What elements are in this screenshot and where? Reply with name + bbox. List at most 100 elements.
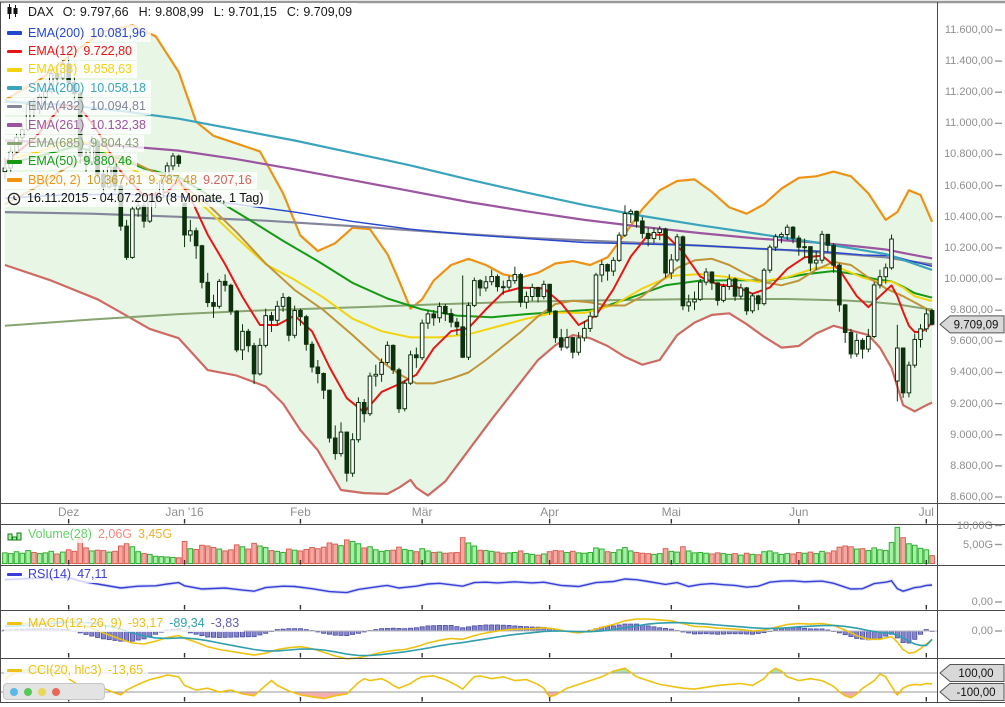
brand-dots[interactable] [3, 683, 105, 700]
ohlc-label: H: [138, 4, 152, 19]
volume-bar [552, 550, 559, 565]
volume-bar [251, 542, 257, 564]
y-axis-label: 11.400,00 [944, 55, 993, 68]
volume-bar [135, 551, 141, 564]
main-panel [2, 24, 935, 497]
indicator-dash-icon [7, 621, 22, 626]
legend-row-ema-261[interactable]: EMA(261) 10.132,38 [4, 116, 151, 134]
legend-row-macd[interactable]: MACD(12, 26, 9) -93,17 -89,34 -3,83 [4, 615, 245, 632]
volume-bar [593, 547, 599, 564]
brand-dot [38, 687, 46, 696]
volume-bar [262, 547, 269, 564]
volume-bar [587, 551, 593, 564]
legend-row-sma-200[interactable]: SMA(200) 10.058,18 [4, 79, 151, 97]
volume-bar [680, 546, 686, 565]
volume-bar [842, 545, 848, 565]
volume-bar [274, 550, 281, 565]
ema261-line [4, 139, 933, 260]
macd-hist-bar [454, 626, 460, 632]
legend-row-volume[interactable]: Volume(28) 2,06G 3,45G [4, 526, 178, 543]
legend-text: CCI(20, hlc3) [28, 663, 102, 677]
volume-bar [517, 550, 524, 565]
legend-text: 9.804,43 [90, 135, 139, 150]
macd-hist-bar [112, 630, 118, 641]
legend-row-ema-12[interactable]: EMA(12) 9.722,80 [4, 42, 137, 60]
volume-bar [726, 553, 733, 565]
volume-bar [117, 545, 124, 565]
macd-hist-bar [245, 630, 251, 638]
legend-text: 10.058,18 [90, 80, 146, 95]
volume-bar [616, 549, 622, 565]
volume-bar [610, 551, 617, 564]
volume-bar [123, 543, 130, 564]
macd-hist-bar [332, 630, 338, 636]
date-range-row[interactable]: 16.11.2015 - 04.07.2016 (8 Monate, 1 Tag… [4, 190, 269, 208]
indicator-dash-icon [7, 31, 22, 35]
volume-bar [483, 550, 489, 565]
volume-bar [228, 549, 234, 565]
legend-row-ema-50[interactable]: EMA(50) 9.880,46 [4, 153, 137, 171]
sma200-line [4, 100, 933, 272]
rsi-line [4, 576, 933, 594]
indicator-dash-icon [7, 160, 22, 164]
volume-bar [286, 548, 292, 564]
volume-bar [436, 551, 443, 564]
volume-bar [709, 553, 715, 564]
bollinger-fill [4, 25, 933, 496]
y-axis-label: 11.200,00 [944, 86, 993, 99]
y-axis-label: 8.600,00 [950, 491, 993, 504]
indicator-dash-icon [7, 49, 22, 54]
volume-bar [575, 552, 582, 564]
legend-text: 9.858,63 [83, 62, 132, 77]
bb_mid-line [4, 153, 933, 385]
legend-row-rsi[interactable]: RSI(14) 47,11 [4, 566, 113, 583]
x-axis-label: Jul [918, 505, 934, 519]
volume-bar [465, 542, 472, 564]
volume-bar [36, 553, 43, 564]
volume-bar [900, 537, 906, 564]
legend-row-cci[interactable]: CCI(20, hlc3) -13,65 [4, 662, 149, 679]
volume-bar [848, 546, 854, 565]
ohlc-field: L: 9.701,15 [214, 5, 277, 19]
volume-bar [761, 551, 767, 564]
indicator-dash-icon [7, 572, 22, 577]
legend-text: 2,06G [97, 527, 132, 541]
legend-text: Volume(28) [28, 527, 92, 541]
volume-bar [732, 553, 738, 564]
legend-text: EMA(50) [28, 154, 78, 169]
volume-bar [54, 553, 60, 564]
macd-hist-bar [477, 625, 483, 632]
legend-row-ema-432[interactable]: EMA(432) 10.094,81 [4, 98, 151, 116]
macd-hist-bar [912, 630, 918, 640]
legend-text: -93,17 [127, 616, 164, 630]
cci-oversold-fill [2, 692, 933, 699]
volume-bar [738, 554, 744, 565]
macd-hist-bar [651, 626, 657, 632]
ema685-line [4, 298, 933, 327]
volume-bar [871, 547, 877, 564]
volume-bar [48, 550, 55, 565]
volume-bar [772, 552, 779, 564]
bollinger-lower-line [4, 263, 933, 497]
ohlc-field: H: 9.808,99 [139, 5, 204, 19]
macd-hist-bar [465, 626, 471, 632]
volume-bar [807, 551, 814, 564]
volume-bar [268, 550, 275, 565]
volume-bar [691, 552, 698, 564]
volume-bar [94, 549, 101, 565]
macd-hist-bar [448, 625, 454, 632]
ohlc-label: L: [213, 4, 225, 19]
volume-bar [581, 552, 588, 564]
svg-text:100,00: 100,00 [958, 668, 993, 680]
legend-row-bb-20-2[interactable]: BB(20, 2) 10.367,81 9.787,48 9.207,16 [4, 171, 257, 189]
legend-row-ema-38[interactable]: EMA(38) 9.858,63 [4, 61, 137, 79]
brand-dot [52, 687, 60, 696]
legend-row-ema-200[interactable]: EMA(200) 10.081,96 [4, 24, 151, 42]
volume-bar [367, 546, 373, 565]
volume-bar [830, 550, 837, 565]
volume-bar [112, 550, 118, 565]
legend-row-ema-685[interactable]: EMA(685) 9.804,43 [4, 134, 144, 152]
volume-bar [703, 552, 709, 564]
legend-text: EMA(200) [28, 25, 85, 40]
